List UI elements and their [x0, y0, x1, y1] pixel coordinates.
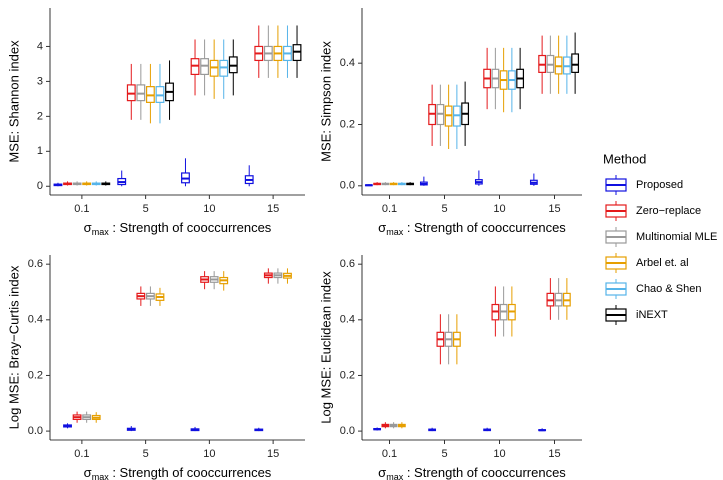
y-tick-label: 0: [37, 180, 43, 192]
x-label-symbol: σ: [378, 465, 386, 480]
x-tick-label: 5: [143, 203, 149, 215]
y-tick-label: 0.0: [28, 425, 43, 437]
x-label-subscript: max: [386, 227, 404, 237]
x-tick-label: 15: [548, 203, 560, 215]
legend-label: Multinomial MLE: [636, 231, 717, 243]
x-label-text: : Strength of cooccurrences: [403, 465, 566, 480]
x-tick-label: 10: [493, 203, 505, 215]
x-tick-label: 15: [267, 448, 279, 460]
y-axis-label: MSE: Shannon index: [6, 40, 21, 163]
box: [571, 53, 580, 73]
y-tick-label: 0.4: [340, 57, 355, 69]
x-label-text: : Strength of cooccurrences: [109, 465, 272, 480]
x-tick-label: 0.1: [382, 448, 397, 460]
x-label-symbol: σ: [84, 465, 92, 480]
legend-label: Chao & Shen: [636, 283, 701, 295]
x-tick-label: 10: [493, 448, 505, 460]
legend-label: Zero−replace: [636, 205, 701, 217]
y-axis-label: Log MSE: Euclidean index: [318, 271, 333, 424]
x-label-symbol: σ: [84, 220, 92, 235]
x-label-subscript: max: [92, 472, 110, 480]
y-axis-label: MSE: Simpson index: [318, 41, 333, 162]
y-tick-label: 0.6: [28, 258, 43, 270]
x-tick-label: 10: [203, 203, 215, 215]
y-tick-label: 0.2: [340, 118, 355, 130]
y-tick-label: 1: [37, 145, 43, 157]
x-label-subscript: max: [92, 227, 110, 237]
x-tick-label: 10: [203, 448, 215, 460]
x-label-subscript: max: [386, 472, 404, 480]
legend-label: Arbel et. al: [636, 257, 689, 269]
y-tick-label: 0.2: [340, 369, 355, 381]
x-label-symbol: σ: [378, 220, 386, 235]
x-axis-label: σmax : Strength of cooccurrences: [84, 465, 272, 480]
x-tick-label: 0.1: [382, 203, 397, 215]
legend-label: iNEXT: [636, 309, 668, 321]
x-axis-label: σmax : Strength of cooccurrences: [378, 220, 566, 237]
legend-label: Proposed: [636, 179, 683, 191]
y-tick-label: 0.0: [340, 180, 355, 192]
legend-title: Method: [603, 151, 646, 166]
x-tick-label: 15: [548, 448, 560, 460]
x-tick-label: 0.1: [74, 448, 89, 460]
y-tick-label: 0.2: [28, 369, 43, 381]
x-label-text: : Strength of cooccurrences: [403, 220, 566, 235]
y-tick-label: 0.6: [340, 258, 355, 270]
y-tick-label: 0.4: [28, 314, 43, 326]
x-axis-label: σmax : Strength of cooccurrences: [84, 220, 272, 237]
y-tick-label: 2: [37, 110, 43, 122]
x-tick-label: 0.1: [74, 203, 89, 215]
y-axis-label: Log MSE: Bray−Curtis index: [6, 265, 21, 429]
y-tick-label: 0.0: [340, 425, 355, 437]
y-tick-label: 4: [37, 40, 43, 52]
x-tick-label: 5: [143, 448, 149, 460]
x-label-text: : Strength of cooccurrences: [109, 220, 272, 235]
x-tick-label: 15: [267, 203, 279, 215]
x-tick-label: 5: [441, 203, 447, 215]
y-tick-label: 3: [37, 75, 43, 87]
y-tick-label: 0.4: [340, 314, 355, 326]
x-tick-label: 5: [441, 448, 447, 460]
x-axis-label: σmax : Strength of cooccurrences: [378, 465, 566, 480]
